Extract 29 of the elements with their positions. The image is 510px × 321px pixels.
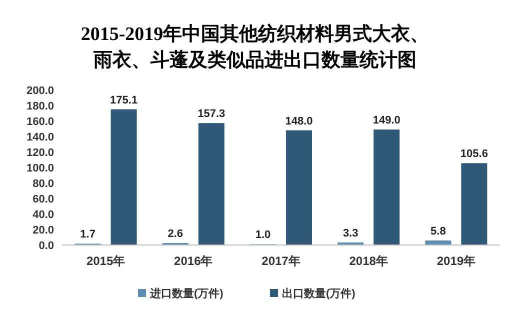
x-tick-label: 2019年: [436, 254, 476, 268]
y-tick-label: 160.0: [26, 116, 54, 128]
x-tick-label: 2015年: [86, 254, 126, 268]
data-label: 3.3: [342, 227, 358, 240]
y-tick-label: 200.0: [26, 85, 54, 97]
chart-title: 2015-2019年中国其他纺织材料男式大衣、雨衣、斗蓬及类似品进出口数量统计图: [80, 23, 430, 71]
y-tick-label: 40.0: [32, 209, 54, 221]
data-label: 157.3: [198, 108, 226, 120]
y-tick-label: 140.0: [26, 132, 54, 144]
data-label: 148.0: [285, 115, 313, 128]
data-label: 149.0: [372, 114, 400, 127]
data-label: 175.1: [110, 94, 138, 106]
data-label: 1.7: [80, 228, 96, 241]
y-tick-label: 20.0: [32, 224, 54, 236]
y-tick-label: 0.0: [38, 240, 54, 252]
data-label: 2.6: [168, 228, 184, 240]
x-tick-label: 2016年: [174, 254, 213, 268]
data-label: 5.8: [430, 226, 446, 238]
data-label: 105.6: [460, 148, 488, 160]
y-tick-label: 100.0: [26, 162, 54, 174]
legend-label: 出口数量(万件): [282, 287, 356, 300]
data-label: 1.0: [255, 229, 271, 242]
legend-label: 进口数量(万件): [149, 287, 224, 300]
x-tick-label: 2017年: [262, 254, 300, 268]
x-tick-label: 2018年: [349, 254, 388, 268]
y-tick-label: 80.0: [32, 178, 54, 190]
y-tick-label: 60.0: [32, 194, 54, 206]
y-tick-label: 120.0: [26, 147, 54, 159]
y-tick-label: 180.0: [26, 100, 54, 112]
